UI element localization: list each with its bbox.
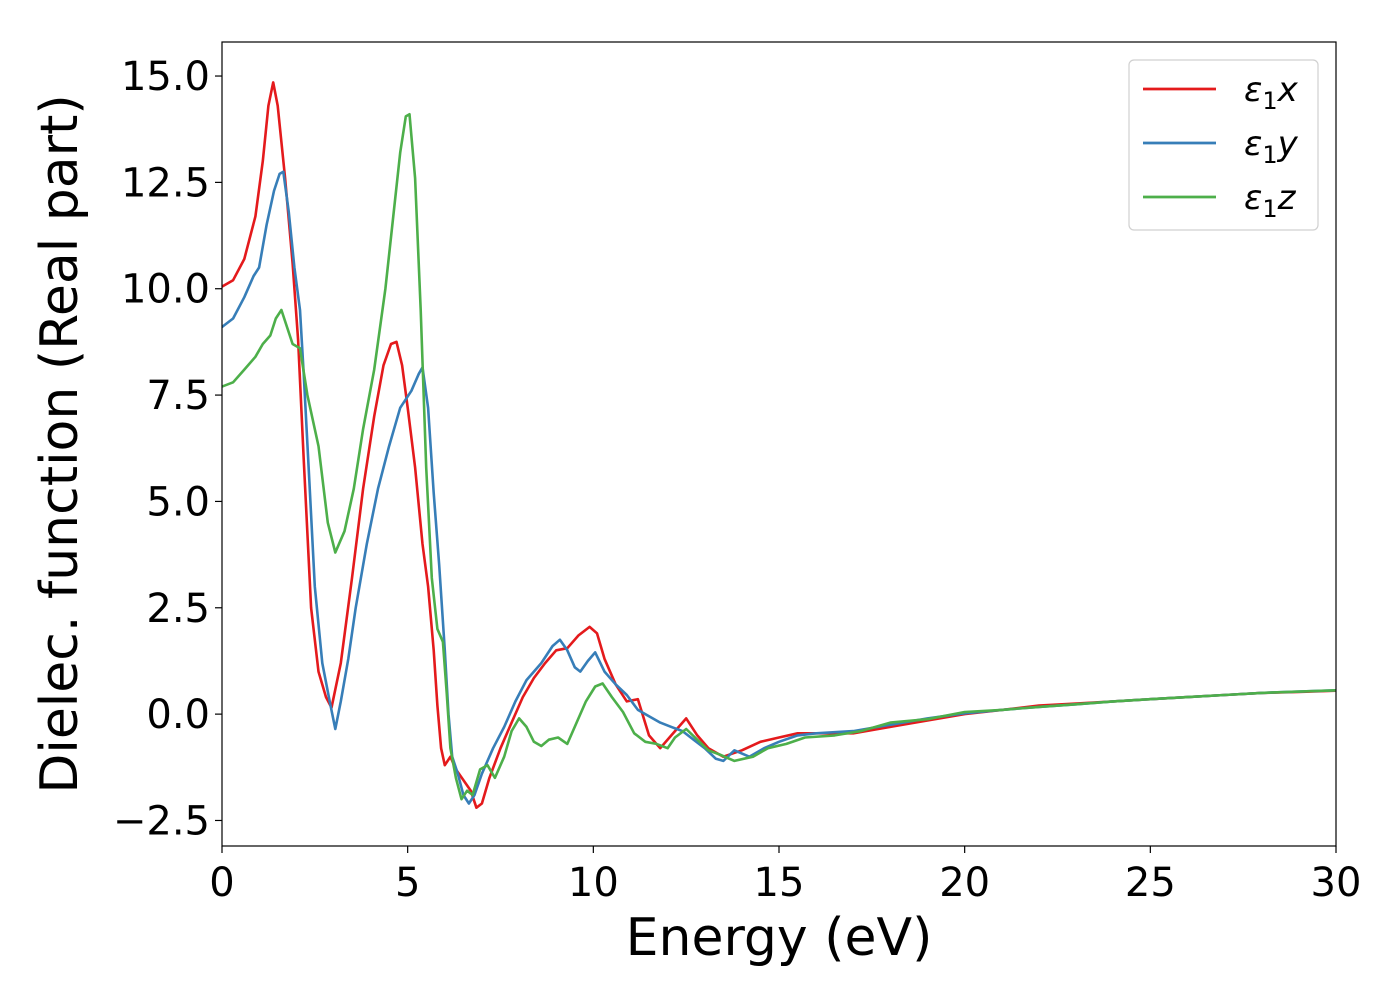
y-tick-label: 7.5 xyxy=(146,373,210,419)
x-tick-label: 20 xyxy=(939,860,990,906)
y-axis: −2.5 0.0 2.5 5.0 7.5 10.0 12.5 15.0 xyxy=(113,54,222,844)
y-axis-title: Dielec. function (Real part) xyxy=(30,94,90,793)
x-axis-title: Energy (eV) xyxy=(626,908,933,968)
y-tick-label: 12.5 xyxy=(121,160,210,206)
y-tick-label: 15.0 xyxy=(121,54,210,100)
legend-label-z: ε1z xyxy=(1244,178,1297,223)
legend: ε1x ε1y ε1z xyxy=(1128,59,1319,231)
x-tick-label: 0 xyxy=(209,860,234,906)
y-tick-label: 2.5 xyxy=(146,586,210,632)
y-tick-label: 10.0 xyxy=(121,267,210,313)
series-line-z xyxy=(222,113,1336,801)
series-line-y xyxy=(222,170,1336,805)
legend-box xyxy=(1128,59,1319,231)
x-tick-label: 15 xyxy=(754,860,805,906)
x-tick-label: 30 xyxy=(1311,860,1362,906)
legend-label-y: ε1y xyxy=(1244,124,1299,169)
y-tick-label: −2.5 xyxy=(113,798,210,844)
x-tick-label: 10 xyxy=(568,860,619,906)
y-tick-label: 0.0 xyxy=(146,692,210,738)
x-axis: 0 5 10 15 20 25 30 xyxy=(209,846,1361,906)
series-layer xyxy=(222,81,1336,809)
x-tick-label: 5 xyxy=(395,860,420,906)
x-tick-label: 25 xyxy=(1125,860,1176,906)
legend-label-x: ε1x xyxy=(1244,70,1299,115)
y-tick-label: 5.0 xyxy=(146,479,210,525)
